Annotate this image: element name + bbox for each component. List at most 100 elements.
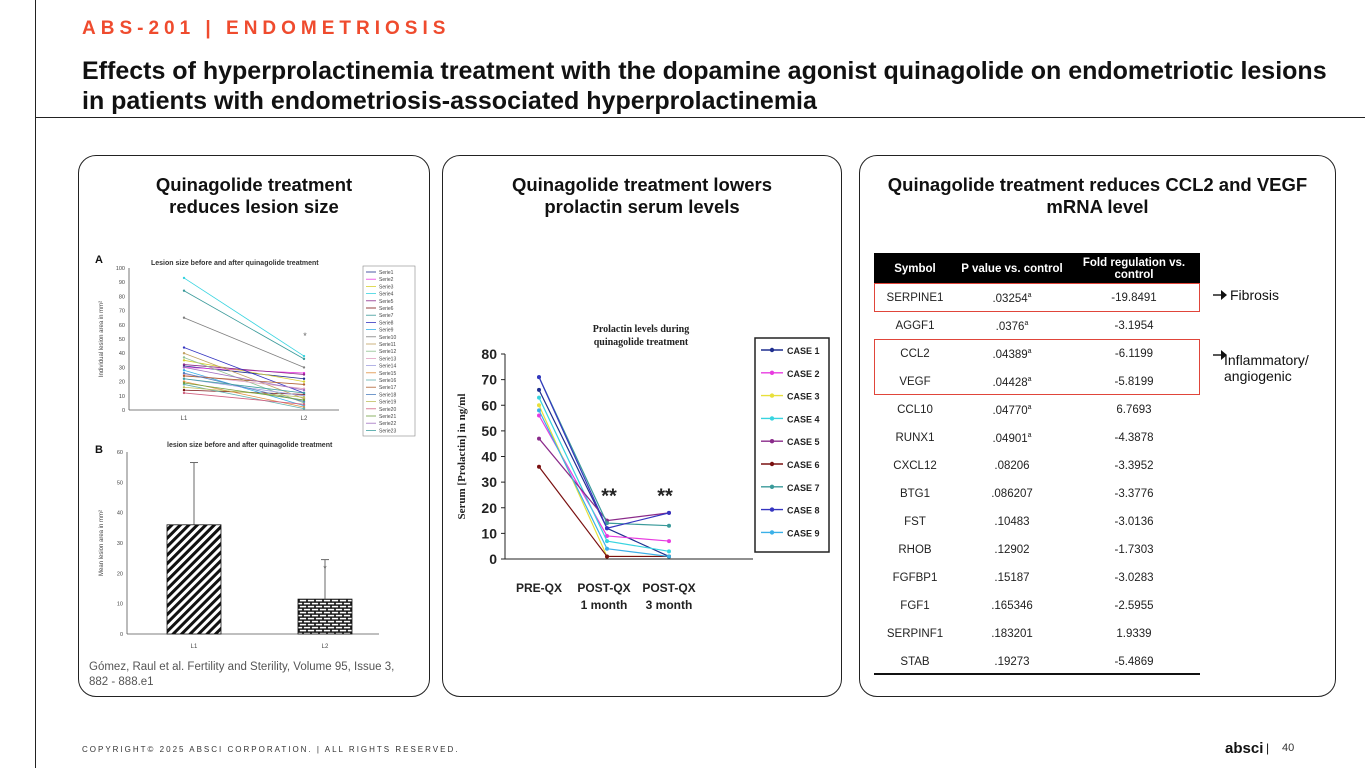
fibrosis-arrow-icon (1213, 290, 1227, 300)
inflammatory-highlight-box (874, 339, 1200, 395)
data-point (182, 388, 186, 392)
legend-entry: Serie4 (379, 292, 394, 298)
data-point (605, 554, 609, 559)
y-tick-label: 40 (481, 449, 497, 465)
data-point (302, 398, 306, 402)
table-row: SERPINF1 .183201 1.9339 (874, 620, 1200, 648)
page-number: 40 (1282, 742, 1295, 754)
series-line (183, 382, 305, 401)
significance-asterisk: * (303, 331, 307, 341)
data-point (537, 436, 541, 441)
header-rule (35, 117, 1365, 118)
cell-p-value: .086207 (956, 480, 1068, 508)
legend-marker (769, 370, 775, 375)
cell-p-value: .12902 (956, 536, 1068, 564)
data-point (537, 375, 541, 380)
cell-symbol: FST (904, 516, 926, 528)
cell-symbol: CCL2 (900, 348, 930, 360)
x-tick-post-qx-3: POST-QX (642, 581, 695, 595)
cell-fold-regulation: -4.3878 (1114, 432, 1154, 444)
significance-superscript: a (1027, 431, 1032, 439)
legend-marker (769, 507, 775, 512)
data-point (667, 549, 671, 554)
cell-fold-regulation: -6.1199 (1114, 348, 1154, 360)
legend-entry: Serie6 (379, 306, 394, 312)
series-line (183, 392, 305, 405)
y-axis-label: Mean lesion area in mm² (99, 510, 105, 576)
legend: Serie1Serie2Serie3Serie4Serie5Serie6Seri… (362, 265, 416, 437)
legend-entry: Serie8 (379, 320, 394, 326)
cell-fold-regulation: 6.7693 (1116, 404, 1152, 416)
cell-fold-regulation: -19.8491 (1111, 292, 1157, 304)
col-p-value: P value vs. control (956, 253, 1068, 284)
legend-entry: CASE 2 (787, 369, 820, 379)
table-row: AGGF1 .0376a -3.1954 (874, 312, 1200, 340)
cell-symbol: SERPINE1 (886, 292, 944, 304)
legend-marker (769, 439, 775, 444)
legend-entry: CASE 1 (787, 346, 820, 356)
y-tick-label: 0 (489, 551, 497, 567)
data-point (182, 356, 186, 359)
data-point (537, 395, 541, 400)
p-value-text: .19273 (994, 656, 1030, 668)
y-axis-label: Individual lesion area in mm² (99, 301, 105, 377)
legend-entry: Serie19 (379, 400, 396, 406)
data-point (182, 374, 186, 378)
p-value-text: .04389 (992, 348, 1028, 361)
panel3-title-text: Quinagolide treatment reduces CCL2 and V… (887, 174, 1308, 217)
legend-entry: Serie20 (379, 407, 396, 413)
x-tick-1-month: 1 month (581, 598, 628, 612)
data-point (537, 464, 541, 469)
data-point (182, 316, 186, 319)
data-point (302, 383, 306, 386)
data-point (182, 381, 186, 385)
bar (297, 598, 353, 635)
x-tick-pre-qx: PRE-QX (516, 581, 562, 595)
y-tick-label: 100 (116, 266, 125, 272)
series-line (183, 375, 305, 385)
cell-fold-regulation: -3.3952 (1114, 460, 1154, 472)
data-point (182, 391, 186, 395)
y-tick-label: 60 (117, 450, 123, 456)
col-fold-regulation: Fold regulation vs. control (1068, 253, 1200, 284)
cell-symbol: CCL10 (897, 404, 933, 416)
mrna-panel: Quinagolide treatment reduces CCL2 and V… (859, 155, 1336, 697)
legend-entry: CASE 7 (787, 483, 820, 493)
p-value-text: .165346 (991, 600, 1033, 612)
data-point (182, 366, 186, 369)
legend-entry: CASE 3 (787, 392, 820, 402)
y-tick-label: 30 (119, 365, 125, 371)
y-tick-label: 20 (481, 500, 497, 516)
data-point (667, 523, 671, 528)
legend-marker (769, 484, 775, 489)
y-tick-label: 40 (117, 511, 123, 517)
mean-lesion-bar-chart: 60 50 40 30 20 10 0 Mean lesion area in mm² L1 L2… (99, 450, 379, 650)
bar (166, 524, 222, 635)
table-row: FGFBP1 .15187 -3.0283 (874, 564, 1200, 592)
fibrosis-highlight-box (874, 283, 1200, 312)
x-tick-label: L2 (322, 644, 329, 650)
panel1-title-text: Quinagolide treatment reduces lesion siz… (155, 174, 353, 217)
cell-p-value: .10483 (956, 508, 1068, 536)
data-point (302, 366, 306, 369)
y-tick-label: 80 (481, 346, 497, 362)
y-tick-label: 30 (117, 541, 123, 547)
legend-entry: Serie7 (379, 313, 394, 319)
significance-3month: ** (657, 486, 673, 508)
cell-fold-regulation: -3.1954 (1114, 320, 1154, 332)
legend-entry: Serie10 (379, 335, 396, 341)
data-point (537, 408, 541, 413)
left-rule (35, 0, 36, 768)
legend-entry: Serie23 (379, 428, 396, 434)
legend-entry: Serie22 (379, 421, 396, 427)
cell-symbol: RUNX1 (895, 432, 935, 444)
series-line (183, 384, 305, 409)
p-value-text: .03254 (992, 292, 1028, 305)
lesion-size-panel: Quinagolide treatment reduces lesion siz… (78, 155, 430, 697)
inflammatory-arrow-icon (1213, 350, 1227, 360)
inflammatory-label-line2: angiogenic (1224, 368, 1292, 384)
table-bottom-rule (874, 673, 1200, 675)
y-tick-label: 0 (122, 408, 125, 414)
figure-b-label: B (95, 444, 103, 456)
cell-p-value: .04428a (956, 368, 1068, 396)
